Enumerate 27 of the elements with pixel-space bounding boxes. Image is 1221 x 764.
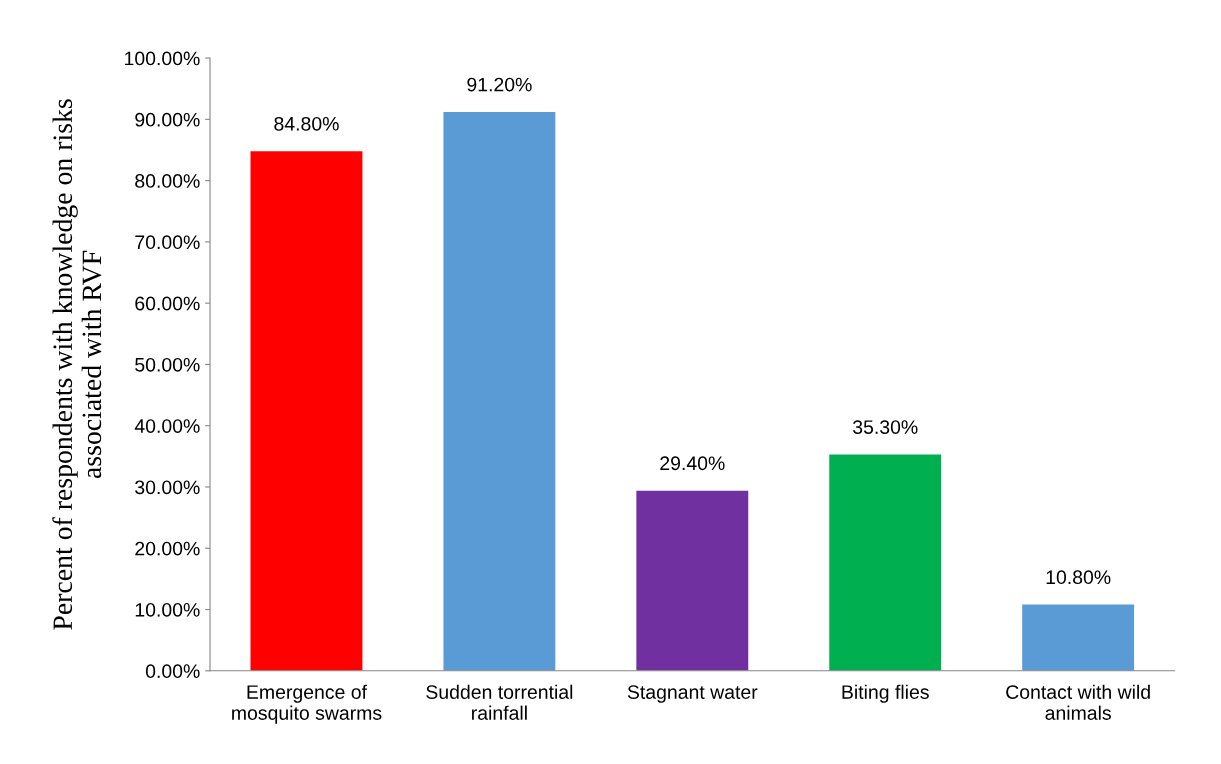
bar [1022,604,1135,671]
x-tick-label: Emergence of mosquito swarms [232,684,382,724]
x-tick-label: Stagnant water [627,685,758,703]
y-tick-label: 70.00% [135,235,200,250]
y-tick-label: 20.00% [135,541,200,556]
x-tick-label: Contact with wild animals [1006,684,1150,720]
bar [636,490,749,671]
x-tick-label: Sudden torrential rainfall [426,684,573,720]
y-tick-label: 100.00% [125,51,200,66]
y-tick-label: 0.00% [145,664,200,679]
data-label: 35.30% [852,420,918,434]
bar [443,111,556,671]
y-tick-label: 60.00% [135,296,200,311]
y-tick-label: 50.00% [135,357,200,372]
data-label: 91.20% [467,77,532,92]
y-tick-label: 90.00% [135,112,200,127]
data-label: 84.80% [274,116,339,131]
bar [829,454,942,671]
x-tick-label: Biting flies [842,684,929,703]
y-tick-label: 80.00% [135,174,200,188]
data-label: 29.40% [660,456,725,471]
y-axis-title: Percent of respondents with knowledge on risks associated with RVF [52,99,102,630]
bar [250,151,363,671]
y-tick-label: 30.00% [135,480,200,495]
data-label: 10.80% [1046,570,1111,585]
y-tick-label: 40.00% [134,419,200,433]
y-tick-label: 10.00% [135,602,200,617]
